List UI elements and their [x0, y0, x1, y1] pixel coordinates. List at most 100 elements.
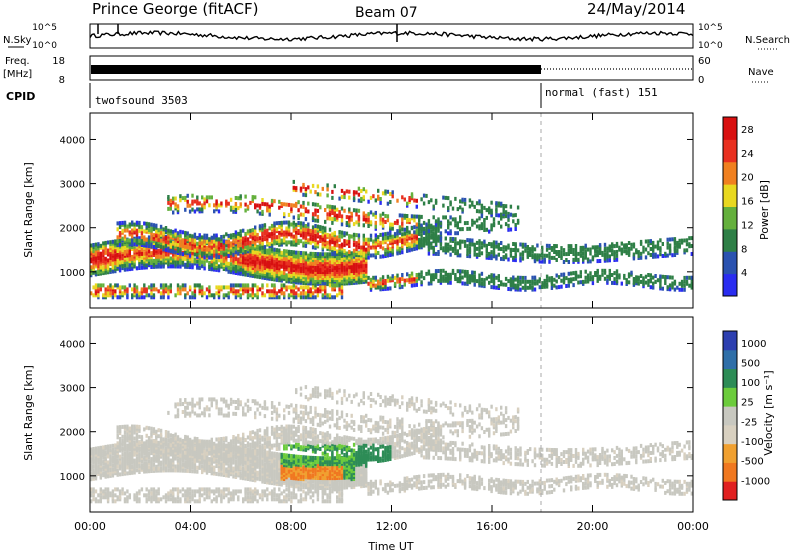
power-cell	[305, 244, 307, 248]
power-cell	[449, 273, 451, 277]
power-cell	[469, 198, 471, 202]
power-cell	[652, 276, 654, 280]
power-cell	[95, 243, 97, 247]
power-cell	[351, 218, 353, 222]
power-cell	[452, 217, 454, 221]
velocity-cell	[105, 491, 107, 495]
power-cell	[478, 277, 480, 281]
power-cell	[640, 280, 642, 284]
power-cell	[601, 273, 603, 277]
power-cell	[616, 273, 618, 277]
power-cell	[604, 247, 606, 251]
power-cell	[367, 238, 369, 242]
power-cell	[162, 245, 164, 249]
power-cell	[341, 280, 343, 284]
power-cell	[203, 205, 205, 209]
power-cell	[558, 285, 560, 289]
power-cell	[302, 201, 304, 205]
power-cell	[471, 219, 473, 223]
power-cell	[206, 254, 208, 258]
power-cell	[404, 283, 406, 287]
power-cell	[201, 285, 203, 289]
power-cell	[474, 243, 476, 247]
power-cell	[358, 239, 360, 243]
power-cell	[454, 231, 456, 235]
power-cell	[447, 247, 449, 251]
power-cell	[430, 242, 432, 246]
power-cell	[297, 287, 299, 291]
power-cell	[519, 243, 521, 247]
power-cell	[534, 247, 536, 251]
power-cell	[585, 250, 587, 254]
power-cell	[493, 250, 495, 254]
velocity-cell	[148, 465, 150, 469]
power-cell	[138, 291, 140, 295]
velocity-cell	[100, 487, 102, 491]
power-cell	[271, 283, 273, 287]
power-cell	[201, 203, 203, 207]
power-cell	[486, 254, 488, 258]
power-cell	[688, 236, 690, 240]
power-cell	[297, 214, 299, 218]
power-cell	[382, 237, 384, 241]
power-cell	[124, 285, 126, 289]
power-cell	[174, 250, 176, 254]
power-cell	[387, 218, 389, 222]
power-cell	[112, 240, 114, 244]
power-cell	[507, 244, 509, 248]
power-cell	[500, 257, 502, 261]
power-cell	[589, 271, 591, 275]
power-cell	[271, 293, 273, 297]
velocity-cell	[129, 427, 131, 431]
power-cell	[172, 201, 174, 205]
power-cell	[346, 240, 348, 244]
power-cell	[416, 229, 418, 233]
power-cell	[416, 205, 418, 209]
power-cell	[372, 280, 374, 284]
power-cell	[331, 283, 333, 287]
velocity-cell	[126, 435, 128, 439]
power-cell	[266, 206, 268, 210]
colorbar-segment	[723, 139, 737, 162]
power-cell	[420, 240, 422, 244]
power-cell	[194, 293, 196, 297]
power-cell	[428, 200, 430, 204]
power-cell	[440, 269, 442, 273]
power-cell	[476, 225, 478, 229]
power-cell	[102, 257, 104, 261]
power-cell	[283, 237, 285, 241]
power-cell	[459, 205, 461, 209]
power-cell	[170, 289, 172, 293]
power-cell	[302, 285, 304, 289]
power-cell	[346, 215, 348, 219]
power-cell	[469, 204, 471, 208]
power-cell	[570, 277, 572, 281]
power-cell	[425, 242, 427, 246]
power-cell	[536, 244, 538, 248]
power-cell	[141, 225, 143, 229]
power-cell	[208, 203, 210, 207]
power-cell	[331, 209, 333, 213]
power-cell	[162, 283, 164, 287]
power-cell	[247, 293, 249, 297]
power-cell	[642, 250, 644, 254]
power-cell	[319, 285, 321, 289]
power-cell	[225, 285, 227, 289]
velocity-cell	[95, 447, 97, 451]
power-cell	[232, 206, 234, 210]
power-cell	[394, 221, 396, 225]
power-cell	[121, 291, 123, 295]
power-cell	[148, 228, 150, 232]
power-cell	[392, 274, 394, 278]
velocity-cell	[121, 452, 123, 456]
power-cell	[476, 241, 478, 245]
power-cell	[515, 258, 517, 262]
power-cell	[252, 195, 254, 199]
power-cell	[247, 205, 249, 209]
power-cell	[317, 225, 319, 229]
power-cell	[288, 240, 290, 244]
power-cell	[565, 252, 567, 256]
power-cell	[256, 275, 258, 279]
power-cell	[609, 254, 611, 258]
power-cell	[597, 259, 599, 263]
